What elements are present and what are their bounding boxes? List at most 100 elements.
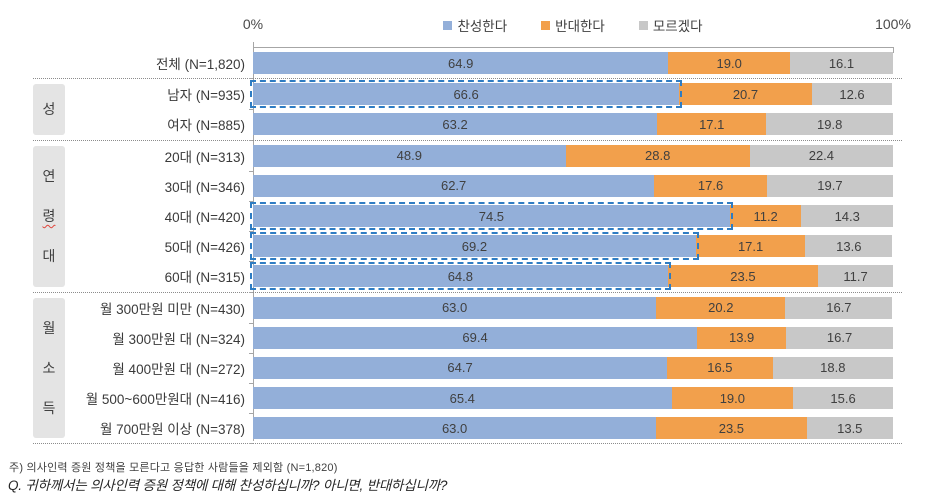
legend-item-unknown: 모르겠다 [638,15,703,35]
bar-track: 64.7 16.5 18.8 [253,356,893,379]
segment-value: 16.7 [826,330,853,346]
segment-approve: 64.9 [253,52,669,75]
bar-track: 48.9 28.8 22.4 [253,144,893,167]
axis-tick-right [893,47,894,53]
group-rows: 남자 (N=935) 66.6 20.7 12.6 여자 (N=885) 63.2 17.1… [65,79,902,141]
bar-track: 74.5 11.2 14.3 [250,202,893,231]
footnote-question: Q. 귀하께서는 의사인력 증원 정책에 대해 찬성하십니까? 아니면, 반대하… [8,478,448,493]
segment-approve: 62.7 [253,174,655,197]
bar-row: 여자 (N=885) 63.2 17.1 19.8 [65,109,902,141]
segment-value: 17.6 [697,178,724,194]
segment-value: 13.5 [837,420,863,436]
segment-value: 63.2 [442,116,468,132]
bar-row: 월 500~600만원대 (N=416) 65.4 19.0 15.6 [65,383,902,415]
legend-swatch-unknown-icon [638,20,648,30]
row-label: 60대 (N=315) [164,270,245,286]
segment-unknown: 16.1 [789,52,893,75]
segment-value: 20.2 [708,300,734,316]
group-label-box: 성 [33,84,65,135]
group-rows: 월 300만원 미만 (N=430) 63.0 20.2 16.7 월 300만원 대 … [65,293,902,445]
legend-swatch-oppose-icon [541,20,551,30]
legend-swatch-approve-icon [443,20,453,30]
legend-item-oppose: 반대한다 [541,15,605,35]
bar-row: 40대 (N=420) 74.5 11.2 14.3 [65,201,902,233]
segment-approve: 63.0 [253,417,657,440]
segment-value: 65.4 [449,390,475,406]
footnote-note: 주) 의사인력 증원 정책을 모른다고 응답한 사람들을 제외함 (N=1,82… [9,462,338,474]
segment-approve: 65.4 [253,387,672,410]
group-label-char: 연 [42,168,56,185]
segment-value: 28.8 [645,148,671,164]
bar-track: 69.2 17.1 13.6 [250,232,893,261]
segment-oppose: 20.2 [656,296,786,319]
bar-track: 63.0 23.5 13.5 [253,417,893,440]
bar-row: 전체 (N=1,820) 64.9 19.0 16.1 [65,48,902,80]
segment-approve: 74.5 [250,202,733,231]
segment-value: 18.8 [820,360,846,376]
bar-track: 62.7 17.6 19.7 [253,174,893,197]
segment-unknown: 12.6 [811,83,893,106]
segment-unknown: 18.8 [772,356,893,379]
segment-value: 69.4 [462,330,488,346]
segment-unknown: 13.6 [805,235,893,258]
segment-oppose: 20.7 [679,83,812,106]
segment-value: 17.1 [699,116,725,132]
segment-unknown: 11.7 [818,265,893,288]
segment-oppose: 13.9 [697,326,787,349]
segment-approve: 64.7 [253,356,668,379]
group-overall: 전체 (N=1,820) 64.9 19.0 16.1 [33,48,902,80]
segment-oppose: 23.5 [656,417,807,440]
segment-oppose: 16.5 [667,356,773,379]
chart-legend: 찬성한다 반대한다 모르겠다 [253,15,893,35]
row-label: 월 400만원 대 (N=272) [112,361,245,377]
row-label: 20대 (N=313) [164,149,245,165]
segment-approve: 63.0 [253,296,657,319]
group-label-char: 대 [42,248,56,265]
bar-row: 50대 (N=426) 69.2 17.1 13.6 [65,231,902,263]
segment-approve: 69.2 [250,232,699,261]
segment-value: 63.0 [441,300,468,316]
segment-oppose: 19.0 [668,52,790,75]
row-label: 월 300만원 미만 (N=430) [99,301,245,317]
segment-oppose: 19.0 [671,387,794,410]
segment-value: 19.7 [817,178,843,194]
group-label-char: 득 [42,399,56,416]
segment-value: 69.2 [461,238,488,254]
segment-value: 66.6 [453,86,479,102]
group-label-char: 령 [42,208,56,225]
group-label-char: 월 [42,319,56,336]
segment-approve: 69.4 [253,326,698,349]
segment-value: 23.5 [730,268,756,284]
segment-value: 19.8 [817,116,843,132]
group-연령대: 연 령 대 20대 (N=313) 48.9 28.8 22.4 30대 (N=346) 62.… [33,141,902,293]
segment-value: 11.2 [753,208,778,224]
segment-value: 48.9 [396,148,422,164]
segment-value: 16.5 [707,360,733,376]
segment-value: 17.1 [737,238,764,254]
row-label: 월 700만원 이상 (N=378) [99,422,245,438]
row-label: 월 300만원 대 (N=324) [112,331,245,347]
bar-track: 69.4 13.9 16.7 [253,326,893,349]
segment-oppose: 17.6 [654,174,767,197]
segment-oppose: 23.5 [667,265,819,288]
bar-row: 남자 (N=935) 66.6 20.7 12.6 [65,79,902,111]
group-rows: 20대 (N=313) 48.9 28.8 22.4 30대 (N=346) 62.7 17… [65,141,902,293]
segment-value: 16.1 [828,55,855,71]
axis-line-top [253,47,894,48]
group-rows: 전체 (N=1,820) 64.9 19.0 16.1 [65,48,902,80]
bar-row: 30대 (N=346) 62.7 17.6 19.7 [65,171,902,203]
segment-value: 74.5 [478,208,505,224]
segment-value: 19.0 [719,390,745,406]
segment-oppose: 28.8 [565,144,750,167]
segment-value: 23.5 [718,420,745,436]
segment-unknown: 13.5 [806,417,893,440]
group-label-char: 소 [42,359,56,376]
segment-approve: 63.2 [253,113,658,136]
segment-approve: 48.9 [253,144,566,167]
bar-row: 20대 (N=313) 48.9 28.8 22.4 [65,141,902,172]
axis-label-hundred: 100% [875,16,911,32]
row-label: 40대 (N=420) [164,210,245,226]
